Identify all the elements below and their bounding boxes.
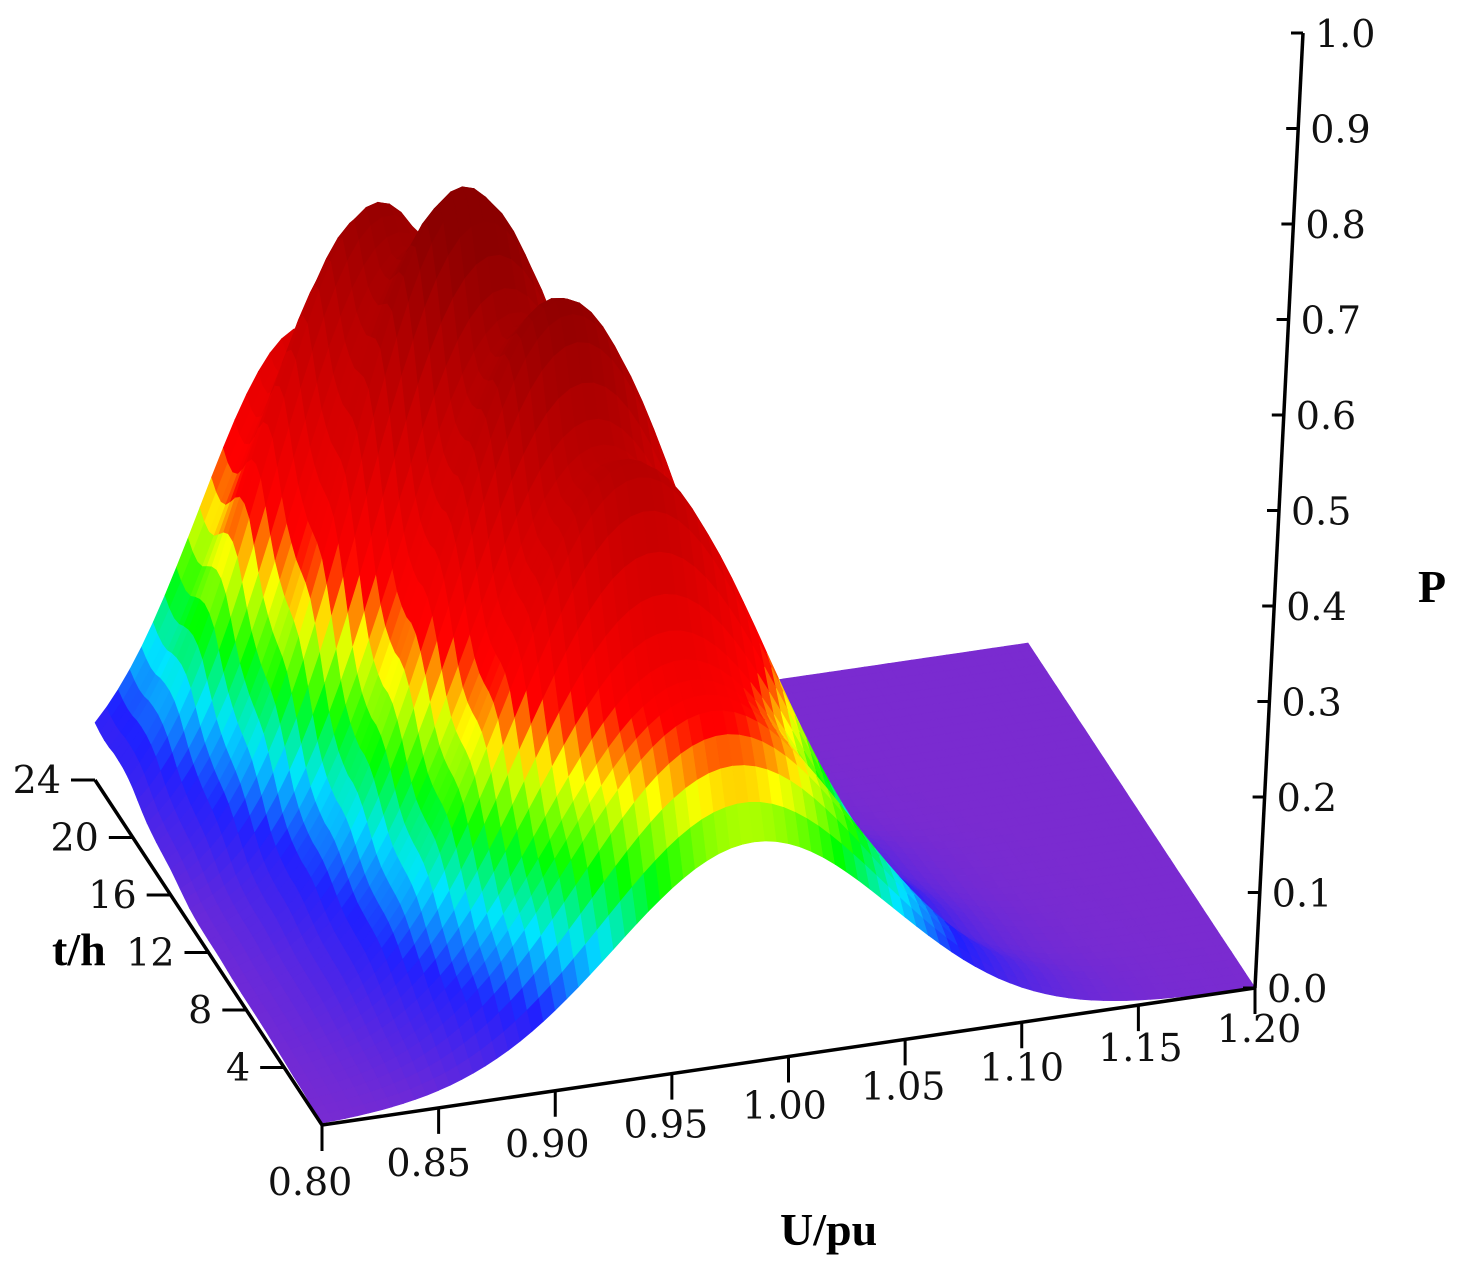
x-tick-label: 1.05 (861, 1064, 946, 1108)
x-tick-label: 0.80 (268, 1160, 353, 1204)
y-tick-label: 24 (13, 758, 61, 802)
z-axis-title: P (1418, 561, 1446, 612)
z-tick-label: 0.9 (1310, 108, 1370, 152)
z-tick-label: 0.3 (1281, 681, 1341, 725)
y-tick-label: 12 (126, 931, 174, 975)
z-tick-label: 0.6 (1296, 394, 1356, 438)
z-tick-label: 0.1 (1272, 872, 1332, 916)
x-tick-label: 1.20 (1217, 1007, 1302, 1051)
x-tick-label: 0.95 (624, 1103, 709, 1147)
z-tick-label: 0.5 (1291, 490, 1351, 534)
z-tick-label: 1.0 (1315, 12, 1375, 56)
x-tick-label: 1.15 (1098, 1026, 1183, 1070)
x-tick-label: 0.90 (505, 1122, 590, 1166)
y-axis-title: t/h (52, 924, 106, 975)
y-tick-label: 20 (50, 816, 98, 860)
z-tick-label: 0.2 (1277, 776, 1337, 820)
x-tick-label: 1.10 (979, 1045, 1064, 1089)
z-tick-label: 0.4 (1286, 585, 1346, 629)
x-tick-label: 1.00 (742, 1084, 827, 1128)
z-tick-label: 0.7 (1301, 299, 1361, 343)
y-tick-label: 4 (226, 1046, 250, 1090)
z-tick-label: 0.8 (1305, 203, 1365, 247)
axes: 0.80 0.85 0.90 0.95 1.00 1.05 1.10 1.15 1.20 48 12… (13, 12, 1376, 1204)
y-tick-label: 16 (88, 873, 136, 917)
surface-plot (94, 186, 1256, 1124)
y-tick-label: 8 (188, 988, 212, 1032)
x-axis-title: U/pu (780, 1204, 877, 1255)
x-tick-label: 0.85 (386, 1141, 471, 1185)
z-tick-label: 0.0 (1267, 967, 1327, 1011)
